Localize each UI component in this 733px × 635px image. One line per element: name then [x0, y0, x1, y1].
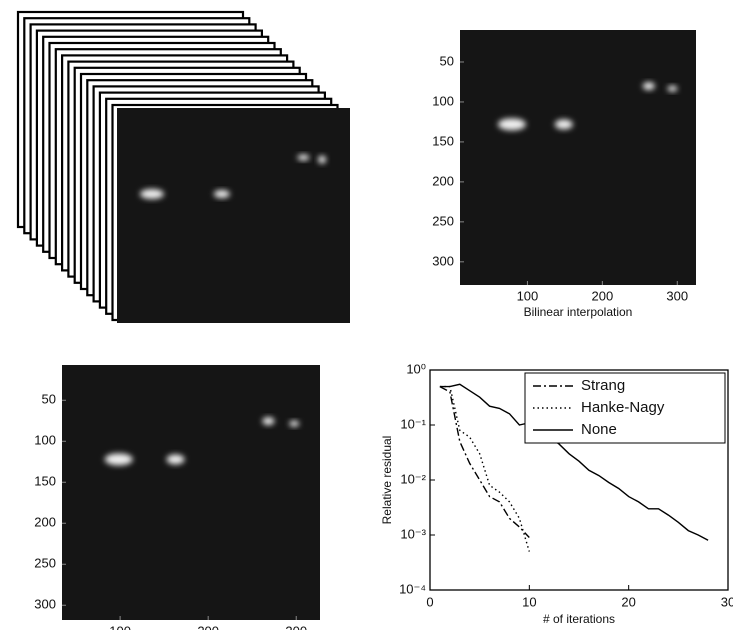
y-tick-label: 50 [42, 392, 56, 407]
x-tick-label: 10 [522, 594, 536, 609]
bright-spot [289, 420, 300, 427]
y-tick-label: 10⁻² [400, 471, 426, 486]
y-tick-label: 10⁻⁴ [399, 581, 426, 596]
x-tick-label: 0 [426, 594, 433, 609]
image-area [62, 365, 320, 620]
x-tick-label: 200 [197, 623, 219, 630]
x-axis-label: Bilinear interpolation [524, 305, 633, 319]
x-axis-label: # of iterations [543, 612, 615, 626]
bright-spot [166, 454, 185, 465]
y-tick-label: 100 [34, 433, 56, 448]
y-tick-label: 300 [34, 597, 56, 612]
y-tick-label: 10⁻³ [400, 526, 426, 541]
y-tick-label: 10⁰ [406, 361, 426, 376]
y-tick-label: 250 [432, 213, 454, 228]
y-tick-label: 150 [432, 133, 454, 148]
y-tick-label: 300 [432, 253, 454, 268]
bright-spot [642, 82, 655, 91]
frame-stack [16, 10, 350, 323]
bright-spot [262, 417, 275, 426]
y-tick-label: 200 [34, 515, 56, 530]
x-tick-label: 300 [285, 623, 307, 630]
bright-spot [139, 189, 164, 199]
series-line [439, 385, 530, 552]
x-tick-label: 200 [591, 288, 613, 303]
series-line [439, 383, 709, 541]
bright-spot [667, 85, 678, 92]
y-tick-label: 250 [34, 556, 56, 571]
y-tick-label: 200 [432, 173, 454, 188]
legend-box [524, 372, 726, 444]
image-panel [62, 365, 320, 620]
bright-spot [554, 119, 573, 130]
y-axis-label: Relative residual [380, 436, 394, 525]
legend-label: Hanke-Nagy [581, 399, 665, 416]
y-tick-label: 100 [432, 93, 454, 108]
bright-spot [297, 154, 310, 161]
x-tick-label: 100 [109, 623, 131, 630]
bright-spot [318, 155, 327, 164]
bright-spot [213, 190, 230, 198]
image-area [117, 108, 350, 323]
legend-label: None [581, 421, 617, 438]
bright-spot [497, 118, 526, 131]
y-tick-label: 10⁻¹ [400, 416, 426, 431]
y-tick-label: 50 [440, 53, 454, 68]
y-tick-label: 150 [34, 474, 56, 489]
image-area [460, 30, 696, 285]
x-tick-label: 300 [666, 288, 688, 303]
x-tick-label: 20 [621, 594, 635, 609]
x-tick-label: 30 [721, 594, 733, 609]
image-panel [460, 30, 696, 285]
x-tick-label: 100 [517, 288, 539, 303]
legend-label: Strang [581, 377, 625, 394]
series-line [439, 385, 530, 538]
bright-spot [104, 453, 133, 466]
